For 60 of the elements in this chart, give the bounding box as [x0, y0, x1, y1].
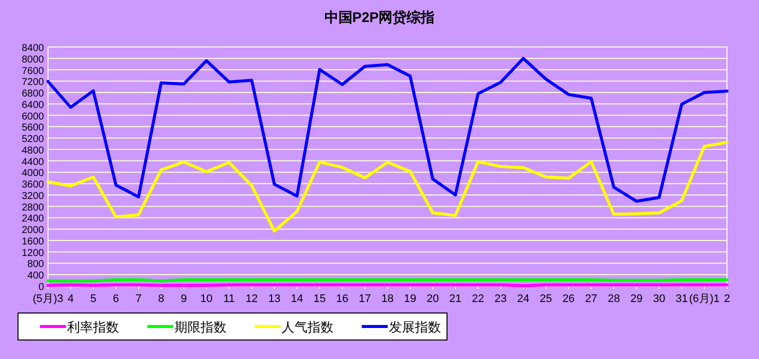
- x-tick-label: 12: [246, 293, 258, 305]
- y-tick-label: 5600: [22, 122, 44, 134]
- y-tick-label: 1200: [22, 248, 44, 259]
- y-tick-label: 400: [27, 270, 44, 282]
- x-tick-label: 9: [180, 293, 187, 305]
- y-tick-label: 2000: [22, 225, 44, 236]
- x-tick-label: 16: [336, 293, 348, 305]
- y-tick-label: 4800: [22, 145, 44, 156]
- x-tick-label: 2: [724, 293, 730, 305]
- y-tick-label: 2800: [22, 202, 44, 214]
- line-series: [46, 56, 728, 203]
- y-tick-label: 6000: [22, 111, 44, 122]
- y-tick-label: 2400: [22, 214, 44, 225]
- y-tick-label: 7200: [22, 77, 44, 88]
- x-tick-label: 29: [630, 293, 643, 305]
- x-tick-label: 15: [313, 293, 326, 305]
- y-tick-label: 6400: [22, 100, 44, 111]
- legend-label: 利率指数: [67, 320, 119, 334]
- x-tick-label: 7: [135, 293, 142, 305]
- y-tick-label: 8000: [22, 54, 44, 66]
- y-tick-label: 3200: [22, 190, 44, 202]
- legend-label: 期限指数: [174, 320, 226, 334]
- x-tick-label: 11: [223, 293, 235, 305]
- chart-title: 中国P2P网贷综指: [324, 9, 435, 25]
- x-tick-label: 24: [517, 293, 530, 305]
- y-tick-label: 4000: [22, 168, 44, 180]
- y-tick-label: 4400: [22, 156, 44, 168]
- x-tick-label: 30: [652, 293, 666, 305]
- x-tick-label: 19: [404, 293, 416, 305]
- x-tick-label: 14: [290, 293, 304, 305]
- x-tick-label: (6月)1: [689, 293, 720, 305]
- x-tick-label: 10: [200, 293, 213, 305]
- y-tick-label: 0: [38, 282, 44, 293]
- x-tick-label: 31: [676, 293, 688, 305]
- x-tick-label: 18: [381, 293, 394, 305]
- x-tick-label: 20: [426, 293, 439, 305]
- x-tick-label: (5月)3: [32, 293, 64, 305]
- x-tick-label: 17: [358, 293, 371, 305]
- y-tick-label: 8400: [22, 43, 44, 54]
- y-tick-label: 1600: [22, 236, 44, 248]
- x-tick-label: 23: [494, 293, 507, 305]
- line-series: [46, 140, 728, 233]
- y-tick-label: 5200: [22, 134, 44, 146]
- x-tick-label: 13: [268, 293, 280, 305]
- x-tick-label: 8: [158, 293, 164, 305]
- x-tick-label: 28: [608, 293, 620, 305]
- x-tick-label: 5: [90, 293, 96, 305]
- x-tick-label: 25: [540, 293, 552, 305]
- legend-label: 人气指数: [282, 320, 334, 334]
- x-tick-label: 26: [562, 293, 575, 305]
- legend-label: 发展指数: [388, 320, 441, 334]
- y-tick-label: 6800: [22, 88, 44, 100]
- x-tick-label: 21: [449, 293, 462, 305]
- y-tick-label: 800: [27, 259, 44, 270]
- x-tick-label: 4: [68, 293, 74, 305]
- y-tick-label: 7600: [22, 66, 44, 77]
- x-tick-label: 27: [585, 293, 598, 305]
- x-tick-label: 6: [112, 293, 119, 305]
- y-tick-label: 3600: [22, 180, 44, 191]
- x-tick-label: 22: [472, 293, 484, 305]
